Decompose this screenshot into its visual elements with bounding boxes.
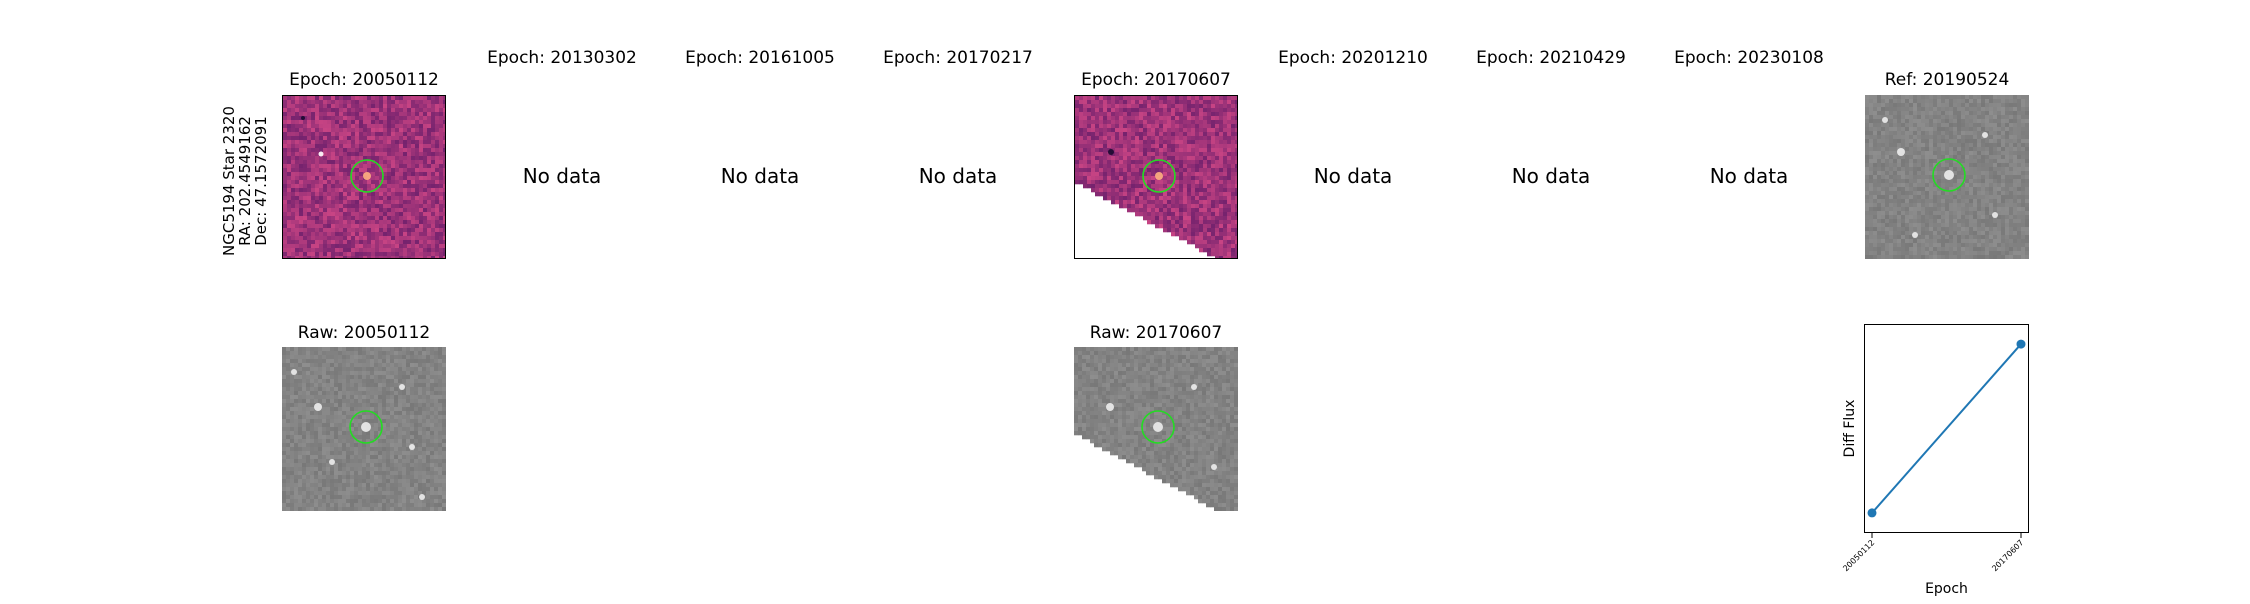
no-data-7: No data <box>1512 164 1591 188</box>
raw-image-20050112 <box>282 347 446 511</box>
diff-flux-line <box>1872 344 2021 513</box>
raw-image-20170607 <box>1074 347 1238 511</box>
ref-image <box>1865 95 2029 259</box>
ref-title: Ref: 20190524 <box>1885 70 2010 90</box>
y-axis-label: Diff Flux <box>1842 400 1858 458</box>
p-raw1-pixels <box>282 347 446 511</box>
diff-image-20050112 <box>282 95 446 259</box>
no-data-2: No data <box>523 164 602 188</box>
x-tick-label-0: 20050112 <box>1841 538 1876 573</box>
data-point-1 <box>2017 340 2026 349</box>
no-data-4: No data <box>919 164 998 188</box>
no-data-3: No data <box>721 164 800 188</box>
epoch-title-7: Epoch: 20210429 <box>1476 48 1626 68</box>
diff-image-20170607 <box>1074 95 1238 259</box>
epoch-title-4: Epoch: 20170217 <box>883 48 1033 68</box>
epoch-title-5: Epoch: 20170607 <box>1081 70 1231 90</box>
raw-title-1: Raw: 20050112 <box>298 323 431 343</box>
x-axis-label: Epoch <box>1925 581 1968 597</box>
p-ref-pixels <box>1865 95 2029 259</box>
star-info-label: NGC5194 Star 2320 RA: 202.4549162 Dec: 4… <box>222 106 272 256</box>
star-dec: Dec: 47.1572091 <box>252 116 270 246</box>
no-data-6: No data <box>1314 164 1393 188</box>
epoch-title-2: Epoch: 20130302 <box>487 48 637 68</box>
data-point-0 <box>1868 508 1877 517</box>
no-data-8: No data <box>1710 164 1789 188</box>
raw-title-2: Raw: 20170607 <box>1090 323 1223 343</box>
epoch-title-3: Epoch: 20161005 <box>685 48 835 68</box>
p-diff5-pixels <box>1075 96 1238 259</box>
x-tick-label-1: 20170607 <box>1990 538 2025 573</box>
epoch-title-1: Epoch: 20050112 <box>289 70 439 90</box>
epoch-title-6: Epoch: 20201210 <box>1278 48 1428 68</box>
epoch-title-8: Epoch: 20230108 <box>1674 48 1824 68</box>
p-diff1-pixels <box>283 96 446 259</box>
p-raw5-pixels <box>1074 347 1238 511</box>
